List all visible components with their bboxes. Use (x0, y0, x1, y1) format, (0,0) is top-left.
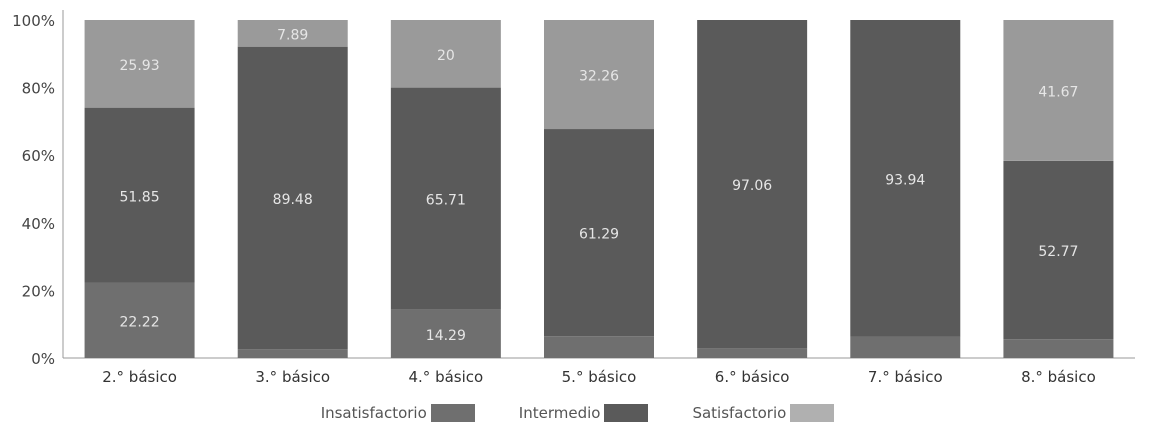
x-tick-label: 2.° básico (102, 368, 177, 386)
data-label: 32.26 (579, 69, 619, 85)
legend-swatch-satisfactorio (790, 404, 835, 422)
legend-label-intermedio: Intermedio (518, 404, 601, 422)
bar-segment (237, 349, 348, 358)
y-tick-label: 100% (12, 12, 55, 30)
data-label: 65.71 (426, 193, 466, 209)
bar-segment (1003, 160, 1114, 340)
bar-segment (1003, 20, 1114, 161)
data-label: 7.89 (277, 27, 308, 43)
x-tick-label: 8.° básico (1021, 368, 1096, 386)
bar-segment (390, 87, 501, 310)
bar-segment (390, 20, 501, 88)
x-tick-label: 7.° básico (868, 368, 943, 386)
x-tick-label: 5.° básico (562, 368, 637, 386)
y-tick-label: 0% (31, 350, 55, 368)
legend-swatch-intermedio (604, 404, 649, 422)
bar-segment (697, 20, 808, 349)
x-tick-label: 6.° básico (715, 368, 790, 386)
data-label: 25.93 (120, 58, 160, 74)
legend-label-insatisfactorio: Insatisfactorio (320, 404, 427, 422)
x-tick-label: 3.° básico (255, 368, 330, 386)
x-tick-label: 4.° básico (409, 368, 484, 386)
y-tick-label: 80% (22, 80, 55, 98)
legend: Insatisfactorio Intermedio Satisfactorio (0, 400, 1155, 426)
data-label: 14.29 (426, 328, 466, 344)
bar-segment (850, 336, 961, 358)
y-tick-label: 40% (22, 215, 55, 233)
y-tick-label: 20% (22, 282, 55, 300)
bar-segment (390, 309, 501, 358)
bar-segment (84, 20, 195, 108)
data-label: 51.85 (120, 189, 160, 205)
bar-segment (237, 46, 348, 350)
data-label: 41.67 (1038, 84, 1078, 100)
legend-swatch-insatisfactorio (430, 404, 475, 422)
bar-segment (544, 336, 654, 358)
data-label: 97.06 (732, 178, 772, 194)
bar-segment (544, 129, 654, 337)
data-label: 22.22 (120, 314, 160, 330)
y-tick-label: 60% (22, 147, 55, 165)
bar-segment (84, 282, 195, 358)
bar-segment (1003, 339, 1114, 358)
data-label: 61.29 (579, 227, 619, 243)
legend-label-satisfactorio: Satisfactorio (692, 404, 787, 422)
data-label: 20 (437, 48, 455, 64)
legend-item-intermedio: Intermedio (519, 404, 649, 422)
bar-segment (850, 20, 961, 337)
data-label: 52.77 (1038, 244, 1078, 260)
bar-segment (84, 107, 195, 283)
data-label: 89.48 (273, 192, 313, 208)
legend-item-insatisfactorio: Insatisfactorio (321, 404, 475, 422)
bar-segment (697, 348, 808, 358)
legend-item-satisfactorio: Satisfactorio (692, 404, 835, 422)
data-label: 93.94 (885, 172, 925, 188)
bar-segment (544, 20, 654, 130)
bar-segment (237, 20, 348, 47)
